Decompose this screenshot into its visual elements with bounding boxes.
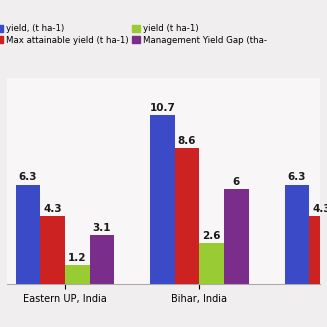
- Text: 10.7: 10.7: [149, 103, 175, 112]
- Bar: [284, 185, 309, 284]
- Bar: [90, 235, 114, 284]
- Text: 2.6: 2.6: [202, 231, 221, 241]
- Legend: yield, (t ha-1), Max attainable yield (t ha-1), yield (t ha-1), Management Yield: yield, (t ha-1), Max attainable yield (t…: [0, 21, 270, 48]
- Text: 1.2: 1.2: [68, 253, 86, 263]
- Bar: [150, 115, 175, 284]
- Text: 3.1: 3.1: [93, 223, 111, 233]
- Text: 8.6: 8.6: [178, 136, 196, 146]
- Bar: [40, 216, 65, 284]
- Bar: [175, 148, 199, 284]
- Bar: [15, 185, 40, 284]
- Text: 6: 6: [233, 177, 240, 187]
- Bar: [65, 266, 90, 284]
- Text: 4.3: 4.3: [43, 204, 62, 214]
- Text: 6.3: 6.3: [288, 172, 306, 182]
- Text: 6.3: 6.3: [19, 172, 37, 182]
- Bar: [309, 216, 327, 284]
- Text: 4.3: 4.3: [312, 204, 327, 214]
- Bar: [224, 189, 249, 284]
- Bar: [199, 243, 224, 284]
